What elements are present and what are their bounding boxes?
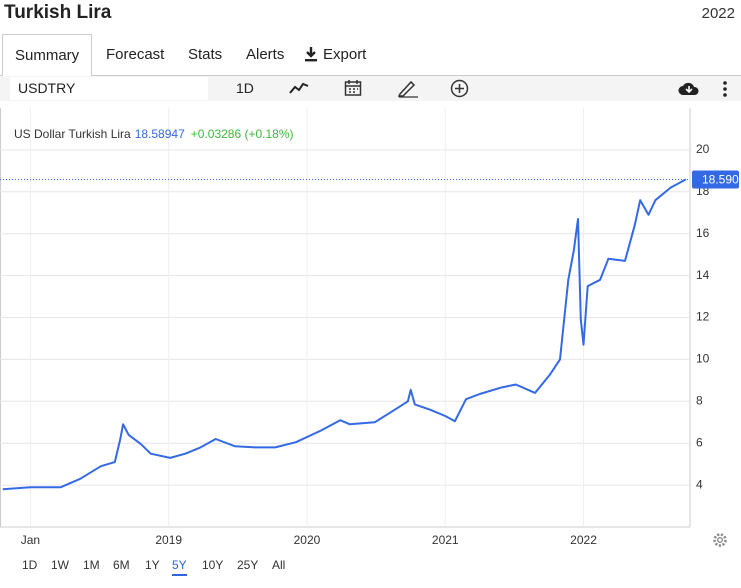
more-icon[interactable] xyxy=(722,80,728,98)
tab[interactable]: Alerts xyxy=(246,46,285,63)
header-year: 2022 xyxy=(701,5,735,22)
page-title: Turkish Lira xyxy=(4,2,112,23)
draw-icon[interactable] xyxy=(397,78,419,98)
y-tick-label: 16 xyxy=(696,226,710,240)
toolbar: USDTRY 1D xyxy=(0,76,741,101)
y-tick-label: 4 xyxy=(696,477,703,491)
range-button[interactable]: 1W xyxy=(51,558,69,572)
range-button-selected[interactable]: 5Y xyxy=(172,558,187,576)
current-price-box xyxy=(692,170,739,189)
interval-button[interactable]: 1D xyxy=(236,80,254,96)
price-line xyxy=(2,178,687,491)
legend: US Dollar Turkish Lira 18.58947 +0.03286 (… xyxy=(14,127,294,141)
tab[interactable]: Export xyxy=(323,46,367,63)
download-icon xyxy=(305,47,317,62)
tab[interactable]: Summary xyxy=(2,34,93,77)
quote-price: 18.58947 xyxy=(135,127,185,141)
settings-icon[interactable] xyxy=(712,532,728,548)
range-button[interactable]: 10Y xyxy=(202,558,224,572)
x-tick-label: 2021 xyxy=(432,533,459,547)
symbol-input[interactable]: USDTRY xyxy=(10,77,208,100)
cloud-download-icon[interactable] xyxy=(678,81,700,96)
range-button[interactable]: All xyxy=(272,558,286,572)
range-button[interactable]: 1Y xyxy=(145,558,160,572)
chart-type-icon[interactable] xyxy=(289,81,309,95)
y-tick-label: 12 xyxy=(696,310,710,324)
legend-series-name: US Dollar Turkish Lira xyxy=(14,127,131,141)
range-button[interactable]: 1D xyxy=(22,558,38,572)
x-tick-label: 2022 xyxy=(570,533,597,547)
tab[interactable]: Stats xyxy=(188,46,223,63)
y-tick-label: 14 xyxy=(696,268,710,282)
y-tick-label: 8 xyxy=(696,393,703,407)
x-tick-label: 2020 xyxy=(294,533,321,547)
quote-change: +0.03286 (+0.18%) xyxy=(191,127,294,141)
range-button[interactable]: 1M xyxy=(83,558,100,572)
x-tick-label: 2019 xyxy=(155,533,182,547)
current-price-label: 18.590 xyxy=(702,173,739,187)
range-button[interactable]: 6M xyxy=(113,558,130,572)
y-tick-label: 6 xyxy=(696,435,703,449)
y-tick-label: 20 xyxy=(696,142,710,156)
tab-bar: Summary Forecast Stats Alerts Export xyxy=(0,34,741,77)
y-tick-label: 10 xyxy=(696,352,710,366)
add-icon[interactable] xyxy=(450,79,469,98)
range-button[interactable]: 25Y xyxy=(237,558,259,572)
tab[interactable]: Forecast xyxy=(106,46,165,63)
calendar-icon[interactable] xyxy=(344,79,362,97)
x-tick-label: Jan xyxy=(21,533,40,547)
